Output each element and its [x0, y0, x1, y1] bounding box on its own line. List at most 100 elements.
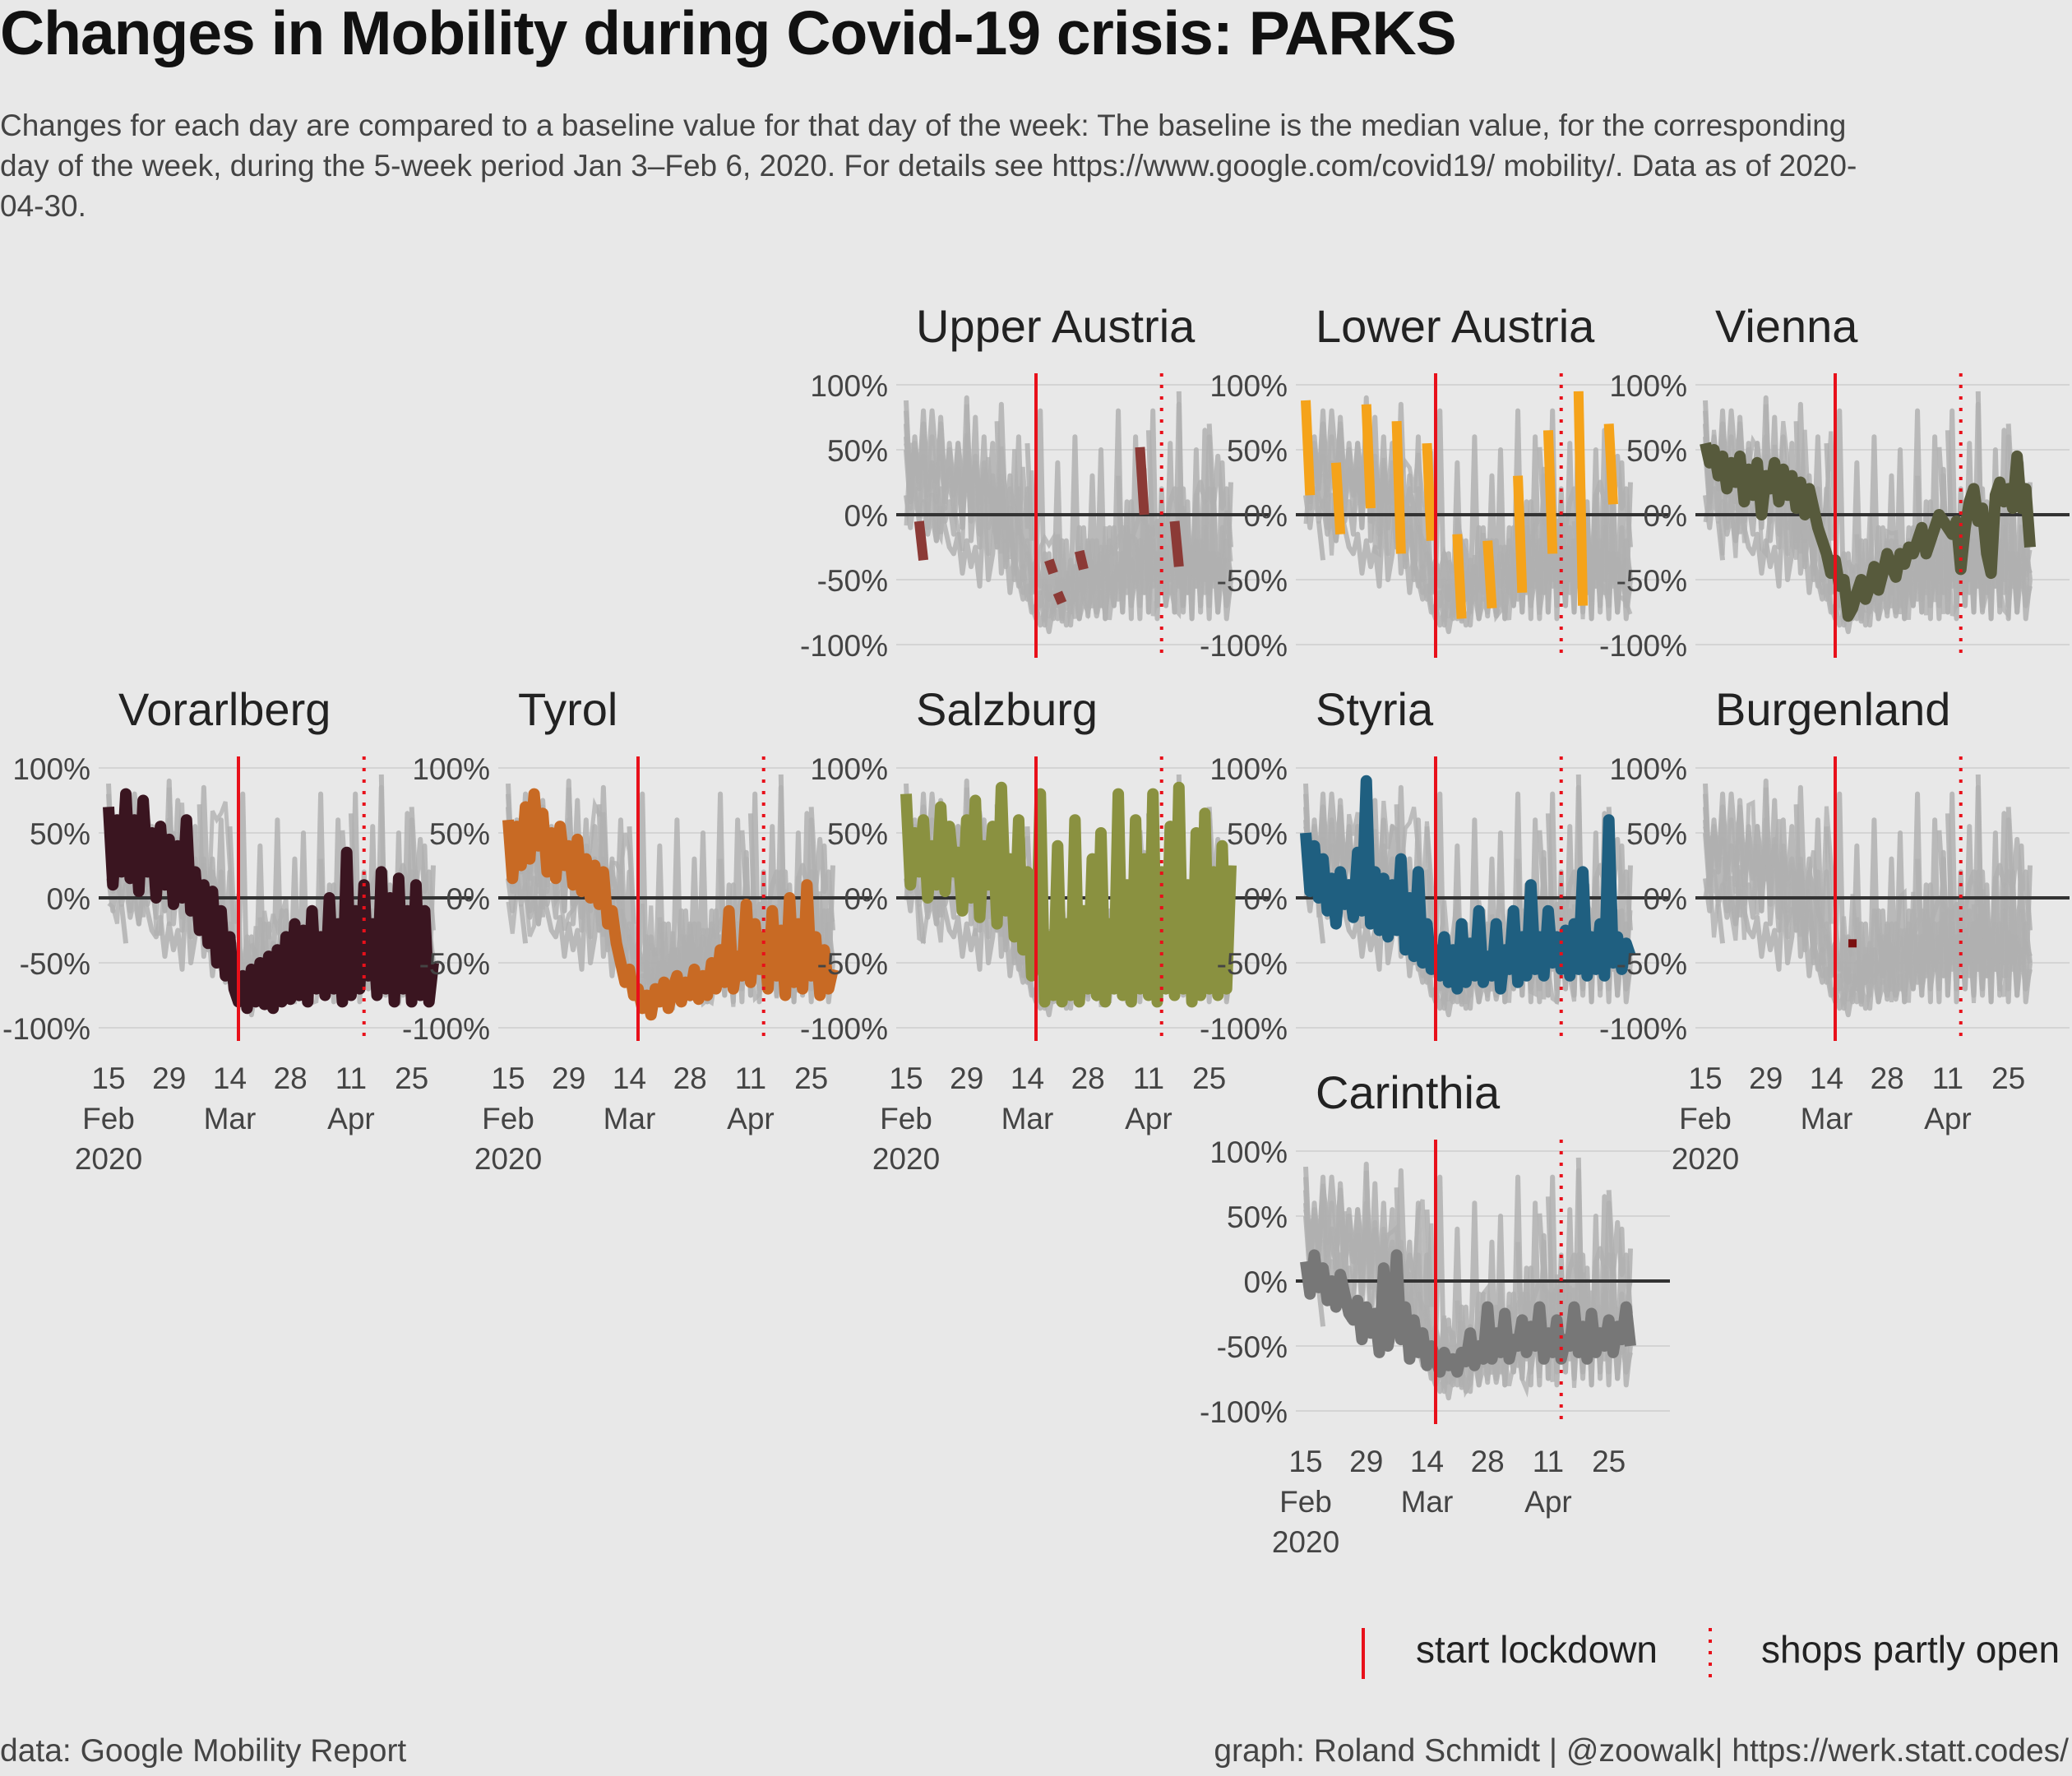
- x-tick-label: Feb: [1279, 1485, 1332, 1519]
- x-tick-label: 25: [1192, 1061, 1226, 1095]
- panel-title: Lower Austria: [1316, 300, 1595, 352]
- region-line-styria: [1300, 775, 1636, 995]
- region-segment-upper-austria: [1169, 520, 1184, 567]
- y-tick-label: -50%: [1616, 947, 1687, 981]
- region-segment-upper-austria: [1074, 549, 1089, 571]
- y-tick-label: 100%: [810, 369, 888, 403]
- x-tick-label: 14: [213, 1061, 247, 1095]
- other-region-line: [1715, 904, 1726, 944]
- y-tick-label: 0%: [47, 882, 90, 916]
- x-tick-label: 29: [1349, 1445, 1383, 1478]
- other-region-line: [1316, 1287, 1326, 1327]
- panel-title: Vorarlberg: [118, 683, 331, 735]
- x-tick-label: 11: [735, 1061, 766, 1095]
- panel-carinthia: Carinthia 100% 50% 0% -50% -100%15 Feb 2020 29 14…: [1200, 1066, 1670, 1559]
- panel-upper-austria: Upper Austria 100% 50% 0% -50% -100%: [800, 300, 1270, 663]
- other-region-line: [1303, 421, 1633, 623]
- x-tick-label: 29: [152, 1061, 186, 1095]
- y-tick-label: 50%: [30, 817, 90, 851]
- region-segment-lower-austria: [1603, 423, 1618, 505]
- x-tick-label: Apr: [1125, 1102, 1172, 1135]
- x-tick-label: Mar: [1801, 1102, 1853, 1135]
- x-tick-label: 28: [1471, 1445, 1505, 1478]
- y-tick-label: 100%: [810, 752, 888, 786]
- y-tick-label: -100%: [1599, 1012, 1687, 1046]
- x-tick-label: 28: [673, 1061, 707, 1095]
- panel-styria: Styria 100% 50% 0% -50% -100%: [1200, 683, 1670, 1046]
- x-tick-label: 25: [1991, 1061, 2025, 1095]
- panel-title: Vienna: [1715, 300, 1858, 352]
- y-tick-label: -50%: [817, 564, 888, 598]
- other-region-line: [518, 904, 529, 944]
- panel-title: Burgenland: [1715, 683, 1950, 735]
- y-tick-label: -100%: [1200, 629, 1288, 663]
- x-tick-label: Feb: [82, 1102, 135, 1135]
- legend-shops-label: shops partly open: [1761, 1628, 2060, 1671]
- region-segment-lower-austria: [1513, 475, 1528, 594]
- y-tick-label: -50%: [20, 947, 90, 981]
- x-tick-label: 15: [91, 1061, 125, 1095]
- region-segment-upper-austria: [913, 520, 929, 561]
- x-tick-label: 28: [274, 1061, 308, 1095]
- y-tick-label: -100%: [1200, 1012, 1288, 1046]
- y-tick-label: 50%: [1626, 434, 1687, 468]
- panel-title: Carinthia: [1316, 1066, 1501, 1118]
- x-tick-label: 29: [950, 1061, 983, 1095]
- region-line-tyrol: [502, 788, 839, 1021]
- region-line-salzburg: [900, 781, 1237, 1008]
- x-tick-label: 28: [1871, 1061, 1904, 1095]
- y-tick-label: 0%: [1644, 499, 1687, 533]
- x-tick-label: Apr: [327, 1102, 375, 1135]
- x-tick-label: 2020: [474, 1142, 542, 1176]
- y-tick-label: -100%: [800, 629, 888, 663]
- y-tick-label: -50%: [1217, 947, 1288, 981]
- x-tick-label: 15: [889, 1061, 923, 1095]
- y-tick-label: -100%: [800, 1012, 888, 1046]
- x-tick-label: 2020: [872, 1142, 940, 1176]
- x-tick-label: 15: [491, 1061, 525, 1095]
- source-caption: data: Google Mobility Report: [0, 1733, 407, 1769]
- x-tick-label: 11: [335, 1061, 367, 1095]
- y-tick-label: 100%: [1609, 369, 1687, 403]
- other-region-line: [1703, 799, 2033, 1004]
- y-tick-label: -50%: [419, 947, 490, 981]
- region-segment-lower-austria: [1573, 391, 1589, 606]
- x-tick-label: 11: [1533, 1445, 1564, 1478]
- x-tick-label: 14: [1011, 1061, 1044, 1095]
- author-caption: graph: Roland Schmidt | @zoowalk| https:…: [1214, 1733, 2069, 1769]
- region-segment-lower-austria: [1330, 462, 1346, 535]
- panel-title: Styria: [1316, 683, 1434, 735]
- x-tick-label: 2020: [1272, 1525, 1339, 1559]
- y-tick-label: -100%: [1599, 629, 1687, 663]
- x-tick-label: Mar: [204, 1102, 257, 1135]
- other-region-line: [1316, 520, 1326, 561]
- x-tick-label: Feb: [482, 1102, 534, 1135]
- region-segment-upper-austria: [1135, 446, 1149, 516]
- panel-vienna: Vienna 100% 50% 0% -50% -100%: [1599, 300, 2070, 663]
- y-tick-label: -50%: [817, 947, 888, 981]
- x-tick-label: 11: [1133, 1061, 1164, 1095]
- panel-lower-austria: Lower Austria 100% 50% 0% -50% -100%: [1200, 300, 1670, 663]
- x-tick-label: 14: [1410, 1445, 1444, 1478]
- y-tick-label: -50%: [1217, 564, 1288, 598]
- region-line-vienna: [1700, 442, 2036, 622]
- x-tick-label: Mar: [604, 1102, 656, 1135]
- x-tick-label: 2020: [1672, 1142, 1739, 1176]
- x-tick-label: 14: [1810, 1061, 1843, 1095]
- region-segment-upper-austria: [1052, 590, 1067, 605]
- y-tick-label: 0%: [1244, 882, 1288, 916]
- y-tick-label: 0%: [1644, 882, 1687, 916]
- y-tick-label: -100%: [1200, 1395, 1288, 1429]
- legend-lockdown-label: start lockdown: [1416, 1628, 1658, 1671]
- y-tick-label: 0%: [1244, 1265, 1288, 1299]
- x-tick-label: 29: [1749, 1061, 1783, 1095]
- panel-title: Salzburg: [916, 683, 1098, 735]
- other-region-line: [118, 904, 129, 944]
- y-tick-label: 0%: [1244, 499, 1288, 533]
- region-segment-upper-austria: [1044, 558, 1058, 575]
- y-tick-label: 50%: [827, 434, 888, 468]
- region-segment-lower-austria: [1542, 430, 1558, 554]
- x-tick-label: 15: [1288, 1445, 1322, 1478]
